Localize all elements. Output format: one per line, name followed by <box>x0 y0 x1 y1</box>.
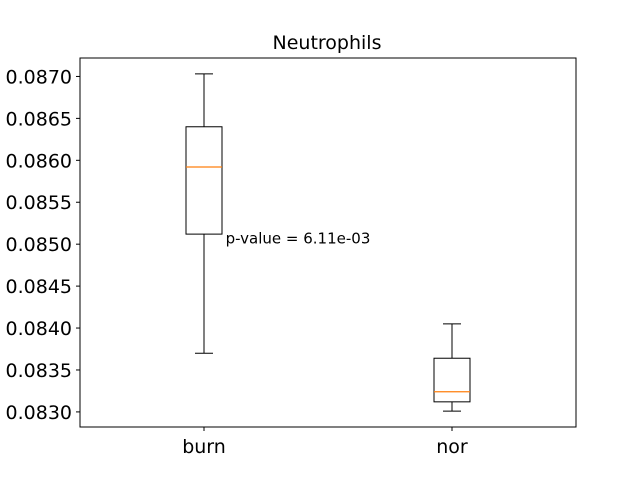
y-tick-label: 0.0860 <box>6 150 72 172</box>
y-tick-label: 0.0855 <box>6 192 72 214</box>
y-tick-label: 0.0865 <box>6 108 72 130</box>
p-value-annotation: p-value = 6.11e-03 <box>226 229 371 247</box>
plot-marks <box>185 73 471 412</box>
box-nor <box>433 323 471 412</box>
x-tick-label: nor <box>436 436 468 458</box>
plot-frame <box>79 57 577 428</box>
iqr-box <box>433 357 471 403</box>
chart-title: Neutrophils <box>273 32 382 54</box>
x-tick-label: burn <box>182 436 226 458</box>
x-axis: burn nor <box>182 427 468 458</box>
y-tick-label: 0.0835 <box>6 360 72 382</box>
y-tick-label: 0.0830 <box>6 402 72 424</box>
y-tick-label: 0.0870 <box>6 66 72 88</box>
y-tick-label: 0.0840 <box>6 318 72 340</box>
iqr-box <box>185 126 223 235</box>
box-burn <box>185 73 223 354</box>
y-tick-label: 0.0845 <box>6 276 72 298</box>
y-axis: 0.0830 0.0835 0.0840 0.0845 0.0850 0.0855 0.08… <box>6 66 80 424</box>
y-tick-label: 0.0850 <box>6 234 72 256</box>
